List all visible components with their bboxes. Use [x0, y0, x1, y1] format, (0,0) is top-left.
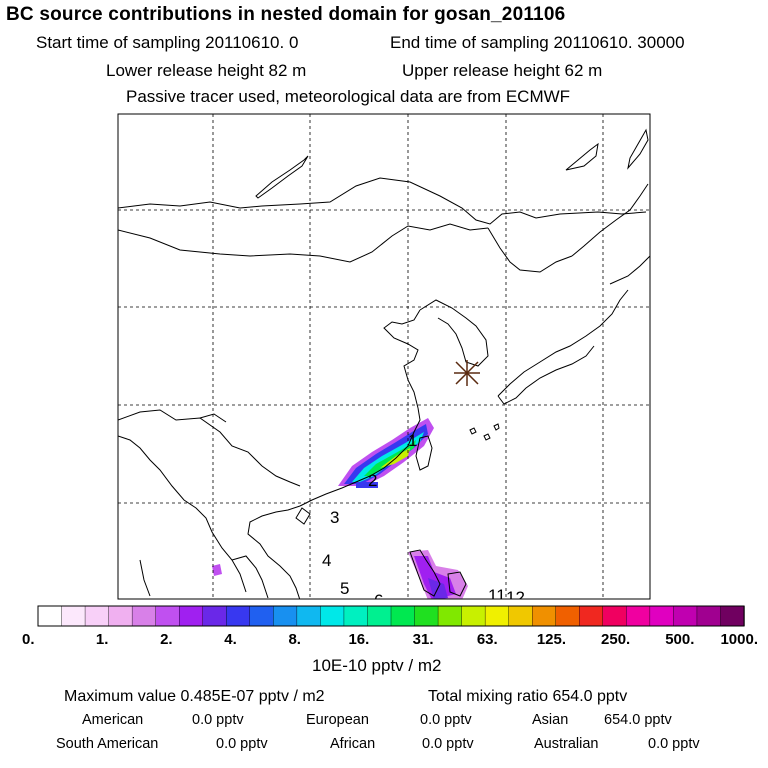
colorbar-tick-label: 4.: [224, 631, 237, 648]
source-number: 5: [340, 579, 349, 598]
graticule: [118, 114, 650, 599]
colorbar-tick-label: 2.: [160, 631, 173, 648]
source-number: 4: [322, 551, 331, 570]
colorbar-tick-label: 500.: [665, 631, 694, 648]
asian-label: Asian: [532, 712, 569, 728]
colorbar-tick-label: 63.: [477, 631, 498, 648]
colorbar-tick-label: 1000.: [720, 631, 758, 648]
start-time-label: Start time of sampling 20110610. 0: [36, 33, 299, 52]
colorbar-tick-label: 8.: [288, 631, 301, 648]
australian-value: 0.0 pptv: [648, 736, 700, 752]
source-number: 3: [330, 508, 339, 527]
colorbar-tick-label: 31.: [413, 631, 434, 648]
european-label: European: [306, 712, 369, 728]
concentration-plume: [338, 418, 434, 488]
lower-release-height-label: Lower release height 82 m: [106, 61, 307, 80]
african-value: 0.0 pptv: [422, 736, 474, 752]
south-american-label: South American: [56, 736, 159, 752]
source-number: 6: [374, 591, 383, 610]
african-label: African: [330, 736, 376, 752]
colorbar-tick-label: 0.: [22, 631, 35, 648]
american-value: 0.0 pptv: [192, 712, 244, 728]
colorbar-tick-label: 250.: [601, 631, 630, 648]
upper-release-height-label: Upper release height 62 m: [402, 61, 603, 80]
maximum-value-label: Maximum value 0.485E-07 pptv / m2: [64, 688, 325, 705]
receptor-marker-icon: [454, 360, 480, 386]
source-number: 1: [408, 431, 417, 450]
colorbar-tick-label: 125.: [537, 631, 566, 648]
american-label: American: [82, 712, 144, 728]
map-frame: [117, 113, 651, 600]
total-mixing-ratio-label: Total mixing ratio 654.0 pptv: [428, 688, 628, 705]
source-region-numbers: 1 2 3 4 5 6 11 12: [322, 431, 525, 610]
source-number: 12: [506, 588, 525, 607]
colorbar-unit-label: 10E-10 pptv / m2: [312, 656, 442, 675]
colorbar-tick-label: 16.: [348, 631, 369, 648]
colorbar-tick-label: 1.: [96, 631, 109, 648]
map-panel: 1 2 3 4 5 6 11 12: [117, 113, 651, 610]
source-number: 2: [368, 471, 377, 490]
european-value: 0.0 pptv: [420, 712, 472, 728]
south-american-value: 0.0 pptv: [216, 736, 268, 752]
plot-title: BC source contributions in nested domain…: [6, 4, 566, 25]
australian-label: Australian: [534, 736, 599, 752]
source-number: 11: [488, 586, 506, 605]
asian-value: 654.0 pptv: [604, 712, 672, 728]
tracer-info-label: Passive tracer used, meteorological data…: [126, 87, 571, 106]
end-time-label: End time of sampling 20110610. 30000: [390, 33, 685, 52]
coastlines: [118, 128, 650, 599]
